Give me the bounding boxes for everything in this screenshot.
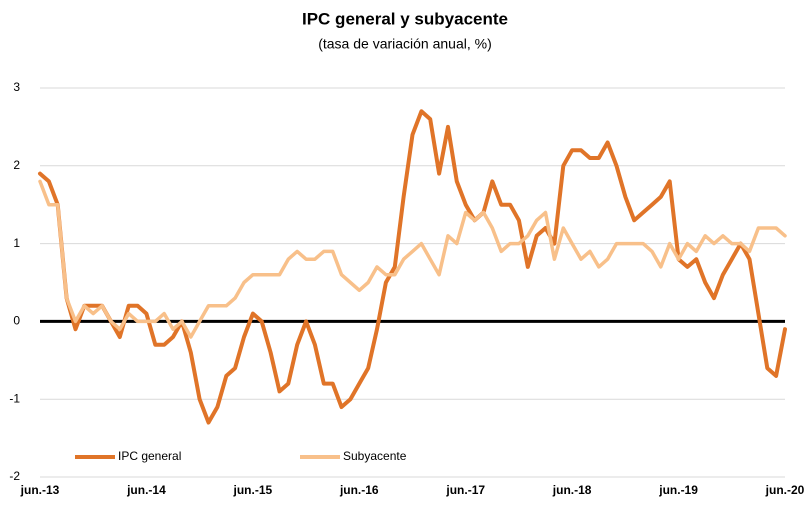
x-tick-label: jun.-18 bbox=[552, 483, 592, 497]
x-tick-label: jun.-13 bbox=[20, 483, 60, 497]
x-tick-label: jun.-17 bbox=[445, 483, 485, 497]
y-tick-label: 1 bbox=[13, 236, 20, 250]
legend-label: IPC general bbox=[118, 449, 181, 463]
x-tick-label: jun.-19 bbox=[658, 483, 698, 497]
y-tick-label: 2 bbox=[13, 158, 20, 172]
x-tick-label: jun.-16 bbox=[339, 483, 379, 497]
y-tick-label: 3 bbox=[13, 80, 20, 94]
y-tick-label: 0 bbox=[13, 314, 20, 328]
legend-label: Subyacente bbox=[343, 449, 407, 463]
chart-title: IPC general y subyacente bbox=[302, 9, 508, 28]
series-line bbox=[38, 109, 787, 425]
x-tick-label: jun.-20 bbox=[765, 483, 805, 497]
y-tick-label: -1 bbox=[9, 391, 20, 405]
y-tick-label: -2 bbox=[9, 469, 20, 483]
x-tick-label: jun.-14 bbox=[126, 483, 166, 497]
series-line bbox=[38, 179, 787, 339]
x-tick-label: jun.-15 bbox=[233, 483, 273, 497]
chart-subtitle: (tasa de variación anual, %) bbox=[318, 36, 492, 52]
